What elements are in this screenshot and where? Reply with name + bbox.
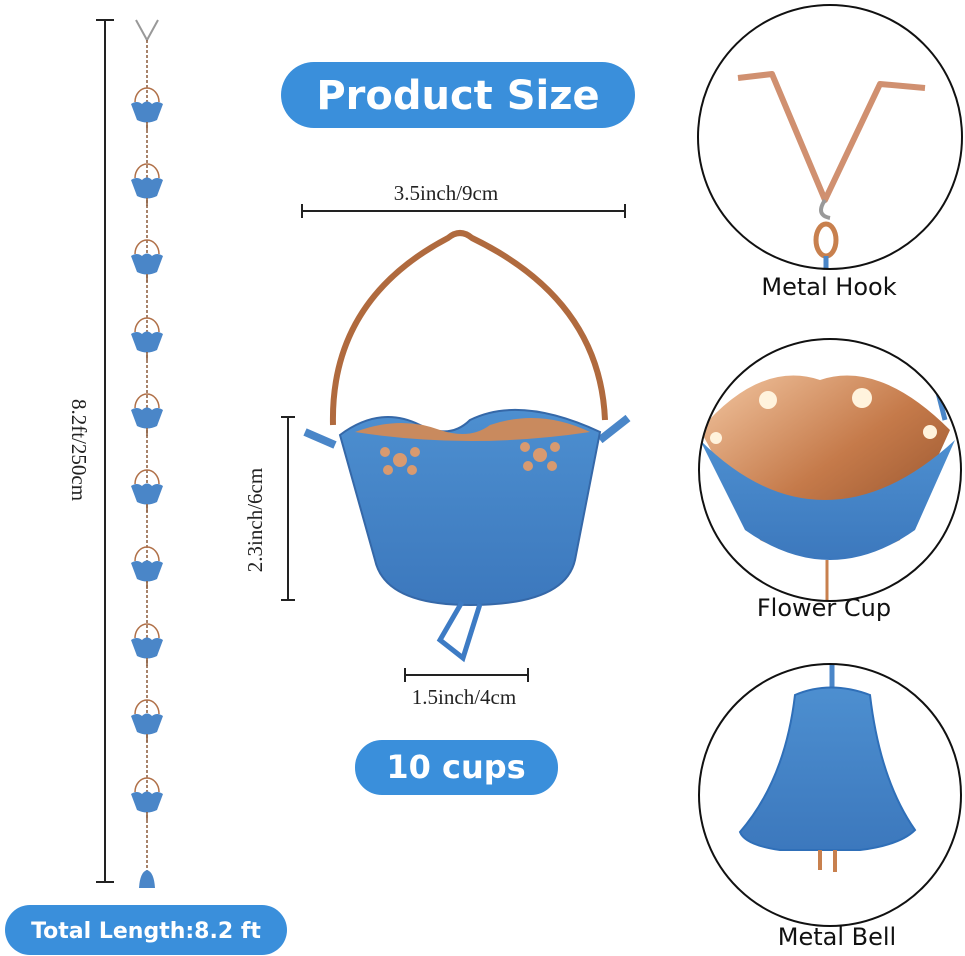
total-length-badge: Total Length:8.2 ft bbox=[5, 905, 287, 955]
part-label: Metal Bell bbox=[778, 923, 896, 951]
length-dimension: 8.2ft/250cm bbox=[67, 19, 114, 883]
flower-cup-illustration bbox=[303, 230, 631, 663]
width-dimension: 3.5inch/9cm bbox=[301, 181, 626, 218]
part-label: Flower Cup bbox=[757, 594, 891, 622]
bell-detail: Metal Bell bbox=[698, 663, 962, 951]
rain-chain bbox=[130, 19, 164, 888]
total-length-text: Total Length:8.2 ft bbox=[31, 919, 261, 944]
height-dimension: 2.3inch/6cm bbox=[243, 416, 295, 601]
base-dimension: 1.5inch/4cm bbox=[404, 668, 529, 709]
width-label: 3.5inch/9cm bbox=[394, 181, 498, 205]
cups-badge: 10 cups bbox=[355, 740, 558, 795]
base-label: 1.5inch/4cm bbox=[412, 685, 516, 709]
part-label: Metal Hook bbox=[761, 273, 896, 301]
height-label: 2.3inch/6cm bbox=[243, 468, 267, 572]
cup-detail: Flower Cup bbox=[698, 338, 962, 622]
title: Product Size bbox=[316, 73, 599, 119]
title-badge: Product Size bbox=[281, 62, 635, 128]
cups-text: 10 cups bbox=[386, 748, 525, 786]
hook-detail: Metal Hook bbox=[697, 4, 963, 301]
length-label: 8.2ft/250cm bbox=[67, 399, 91, 501]
